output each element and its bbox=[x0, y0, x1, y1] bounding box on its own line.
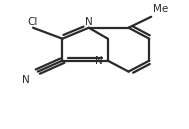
Text: N: N bbox=[95, 56, 103, 66]
Text: N: N bbox=[22, 75, 29, 85]
Text: Me: Me bbox=[153, 4, 168, 14]
Text: N: N bbox=[85, 17, 93, 27]
Text: Cl: Cl bbox=[27, 17, 37, 27]
